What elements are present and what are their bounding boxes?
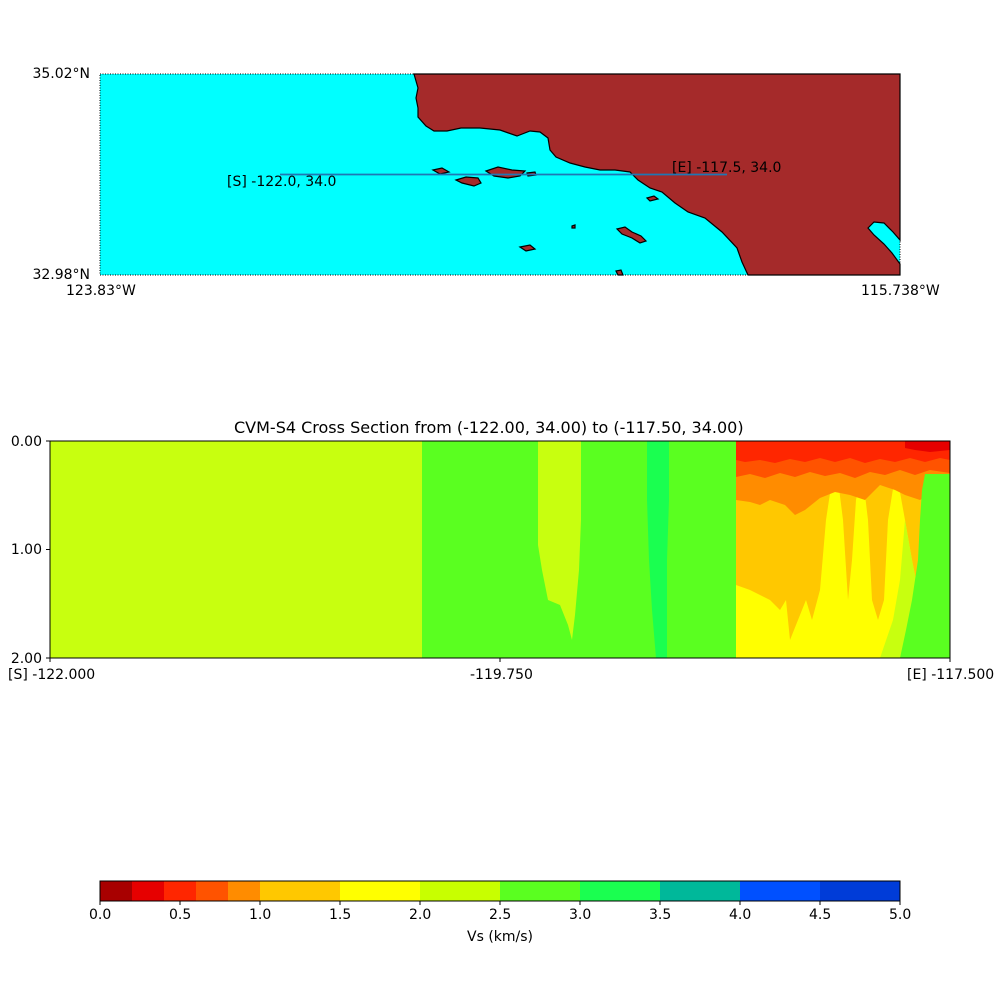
region-fast-band (647, 441, 669, 658)
x-tick-label-2: [E] -117.500 (907, 667, 995, 683)
region-central-lens (538, 441, 581, 640)
cross-section-heatmap (46, 440, 951, 662)
x-tick-label-0: [S] -122.000 (8, 667, 96, 683)
colorbar-tick-label: 5.0 (889, 907, 912, 923)
y-tick-label-1: 1.00 (10, 542, 42, 558)
island-santa-rosa (454, 176, 482, 187)
map-lon-right: 115.738°W (861, 283, 940, 299)
colorbar-tick-label: 3.5 (649, 907, 672, 923)
basin-0.2-0.4 (905, 441, 950, 452)
colorbar-cell (740, 881, 820, 901)
colorbar-cell (340, 881, 420, 901)
colorbar-cell (260, 881, 340, 901)
map-lon-left: 123.83°W (66, 283, 136, 299)
colorbar-cell (580, 881, 660, 901)
location-map (99, 73, 901, 276)
colorbar-cell (164, 881, 196, 901)
section-title: CVM-S4 Cross Section from (-122.00, 34.0… (234, 418, 744, 437)
island-small (645, 195, 660, 202)
colorbar-tick-label: 3.0 (569, 907, 592, 923)
colorbar-cell (660, 881, 740, 901)
colorbar-tick-label: 0.0 (89, 907, 112, 923)
end-point-label: [E] -117.5, 34.0 (672, 160, 782, 176)
colorbar-cell (500, 881, 580, 901)
colorbar-tick-label: 1.5 (329, 907, 352, 923)
island-santa-catalina (615, 226, 648, 244)
island-santa-barbara (571, 224, 576, 229)
colorbar-tick-label: 4.5 (809, 907, 832, 923)
colorbar-cell (132, 881, 164, 901)
colorbar-tick-label: 2.5 (489, 907, 512, 923)
x-tick-label-1: -119.750 (470, 667, 533, 683)
map-frame (99, 73, 901, 276)
colorbar-tick-label: 0.5 (169, 907, 192, 923)
y-tick-label-0: 0.00 (10, 434, 42, 450)
map-lat-top: 35.02°N (32, 66, 90, 82)
region-west-basement (50, 441, 423, 658)
colorbar-cell (820, 881, 900, 901)
colorbar-cell (196, 881, 228, 901)
colorbar-tick-label: 1.0 (249, 907, 272, 923)
colorbar-label: Vs (km/s) (467, 929, 534, 945)
map-lat-bottom: 32.98°N (32, 267, 90, 283)
colorbar-cell (100, 881, 132, 901)
basin-east-fast (900, 474, 950, 658)
island-san-miguel (431, 167, 451, 175)
colorbar-tick-label: 2.0 (409, 907, 432, 923)
island-san-nicolas (518, 244, 537, 252)
colorbar-cell (420, 881, 500, 901)
y-tick-label-2: 2.00 (10, 651, 42, 667)
start-point-label: [S] -122.0, 34.0 (227, 174, 337, 190)
basin-0.4-0.6 (736, 441, 950, 463)
colorbar-tick-label: 4.0 (729, 907, 752, 923)
colorbar-cell (228, 881, 260, 901)
